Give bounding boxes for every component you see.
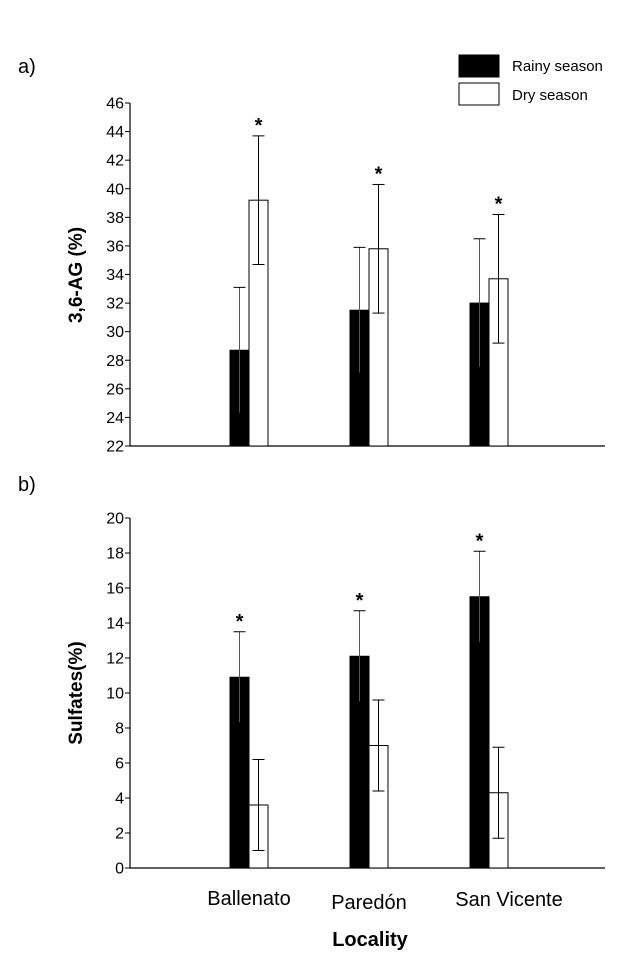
y-tick-label: 32 <box>106 296 124 313</box>
significance-marker-paredon: * <box>356 590 364 612</box>
significance-marker-paredon: * <box>375 163 383 185</box>
category-label-san-vicente: San Vicente <box>455 889 563 911</box>
y-tick-label: 0 <box>115 861 124 878</box>
x-axis-title: Locality <box>332 929 408 951</box>
legend-label-dry: Dry season <box>512 87 588 104</box>
y-axis-title-a: 3,6-AG (%) <box>66 227 87 323</box>
y-tick-label: 40 <box>106 181 124 198</box>
y-tick-label: 4 <box>115 791 124 808</box>
y-tick-label: 12 <box>106 651 124 668</box>
y-tick-label: 28 <box>106 353 124 370</box>
y-tick-label: 10 <box>106 686 124 703</box>
y-tick-label: 30 <box>106 324 124 341</box>
significance-marker-ballenato: * <box>236 611 244 633</box>
y-tick-label: 46 <box>106 96 124 113</box>
y-tick-label: 20 <box>106 511 124 528</box>
y-axis-title-b: Sulfates(%) <box>66 641 87 744</box>
panel-b-plot: 0 2 4 6 8 10 12 14 16 18 20 * * * <box>106 511 605 878</box>
y-tick-label: 36 <box>106 238 124 255</box>
significance-marker-san-vicente: * <box>495 193 503 215</box>
y-tick-label: 6 <box>115 756 124 773</box>
y-tick-label: 34 <box>106 267 124 284</box>
y-tick-label: 38 <box>106 210 124 227</box>
y-tick-label: 22 <box>106 439 124 456</box>
category-label-ballenato: Ballenato <box>207 888 290 910</box>
panel-label-a: a) <box>18 56 36 78</box>
y-tick-label: 44 <box>106 124 124 141</box>
panel-label-b: b) <box>18 474 36 496</box>
category-label-paredon: Paredón <box>331 892 407 914</box>
y-tick-label: 26 <box>106 381 124 398</box>
significance-marker-ballenato: * <box>255 115 263 137</box>
y-tick-label: 42 <box>106 153 124 170</box>
legend-swatch-dry <box>458 82 500 106</box>
significance-marker-san-vicente: * <box>476 530 484 552</box>
y-tick-label: 16 <box>106 581 124 598</box>
y-tick-label: 8 <box>115 721 124 738</box>
legend: Rainy season Dry season <box>458 54 603 106</box>
y-tick-label: 18 <box>106 546 124 563</box>
y-tick-label: 14 <box>106 616 124 633</box>
legend-label-rainy: Rainy season <box>512 58 603 75</box>
legend-swatch-rainy <box>458 54 500 78</box>
y-tick-label: 2 <box>115 826 124 843</box>
y-tick-label: 24 <box>106 410 124 427</box>
panel-a-plot: 22 24 26 28 30 32 34 36 38 40 42 44 46 * * * <box>106 96 605 456</box>
